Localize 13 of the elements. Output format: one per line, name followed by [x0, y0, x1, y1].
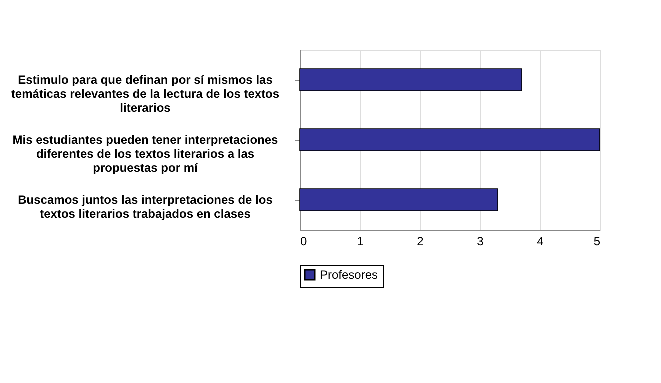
bar	[300, 188, 498, 212]
x-tick-label: 0	[300, 234, 308, 248]
x-tick-label: 2	[417, 234, 424, 248]
x-tick-label: 3	[477, 234, 484, 248]
x-tick-label: 1	[357, 234, 364, 248]
y-tick-label: Mis estudiantes pueden tener interpretaciones diferentes de los textos literarios a las propuestas por mí	[12, 133, 279, 175]
bar	[300, 68, 522, 92]
y-tick-label: Estimulo para que definan por sí mismos las temáticas relevantes de la lectura de los textos literarios	[11, 73, 280, 115]
legend-label: Profesores	[320, 268, 378, 282]
y-tick-label: Buscamos juntos las interpretaciones de los textos literarios trabajados en clases	[18, 193, 274, 221]
x-tick-label: 5	[594, 234, 601, 248]
bar	[300, 128, 600, 152]
x-tick-label: 4	[537, 234, 544, 248]
